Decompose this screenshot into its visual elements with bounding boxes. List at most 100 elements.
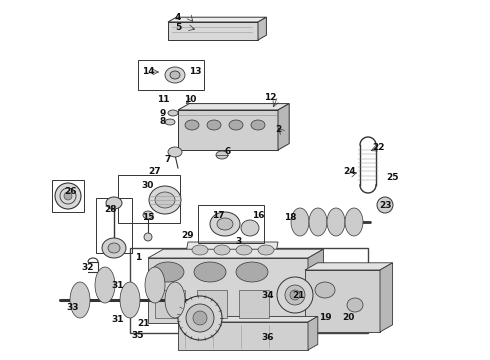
- Ellipse shape: [186, 304, 214, 332]
- Ellipse shape: [345, 208, 363, 236]
- Text: 15: 15: [142, 213, 154, 222]
- Text: 23: 23: [379, 201, 391, 210]
- Text: 21: 21: [137, 319, 149, 328]
- Polygon shape: [148, 249, 323, 258]
- Text: 9: 9: [160, 108, 166, 117]
- Text: 27: 27: [148, 167, 161, 176]
- Ellipse shape: [120, 282, 140, 318]
- Ellipse shape: [165, 282, 185, 318]
- Text: 10: 10: [184, 95, 196, 104]
- Text: 24: 24: [343, 167, 356, 176]
- Ellipse shape: [102, 238, 126, 258]
- Text: 4: 4: [175, 13, 181, 22]
- Ellipse shape: [178, 296, 222, 340]
- Ellipse shape: [55, 183, 81, 209]
- Text: 30: 30: [142, 180, 154, 189]
- Text: 29: 29: [182, 230, 195, 239]
- Ellipse shape: [165, 119, 175, 125]
- Polygon shape: [380, 263, 392, 332]
- Text: 8: 8: [160, 117, 166, 126]
- Polygon shape: [258, 17, 267, 40]
- Text: 16: 16: [252, 211, 264, 220]
- Text: 5: 5: [175, 23, 181, 32]
- Polygon shape: [305, 263, 392, 270]
- Text: 3: 3: [235, 238, 241, 247]
- Text: 22: 22: [372, 144, 384, 153]
- Text: 6: 6: [225, 148, 231, 157]
- Text: 1: 1: [135, 253, 141, 262]
- Text: 17: 17: [212, 211, 224, 220]
- Bar: [118, 175, 180, 223]
- Text: 33: 33: [67, 303, 79, 312]
- Polygon shape: [178, 104, 289, 110]
- Ellipse shape: [70, 282, 90, 318]
- Bar: [239, 290, 269, 318]
- Polygon shape: [178, 322, 308, 350]
- Ellipse shape: [144, 233, 152, 241]
- Ellipse shape: [155, 192, 175, 208]
- Polygon shape: [305, 270, 380, 332]
- Bar: [198, 205, 264, 243]
- Ellipse shape: [210, 212, 240, 236]
- Ellipse shape: [207, 120, 221, 130]
- Ellipse shape: [236, 245, 252, 255]
- Ellipse shape: [258, 245, 274, 255]
- Text: 19: 19: [318, 314, 331, 323]
- Ellipse shape: [217, 218, 233, 230]
- Polygon shape: [148, 258, 308, 323]
- Text: 20: 20: [342, 314, 354, 323]
- Text: 11: 11: [157, 95, 169, 104]
- Text: 31: 31: [112, 315, 124, 324]
- Polygon shape: [308, 249, 323, 323]
- Text: 36: 36: [262, 333, 274, 342]
- Ellipse shape: [194, 262, 226, 282]
- Ellipse shape: [170, 71, 180, 79]
- Text: 13: 13: [189, 68, 201, 77]
- Ellipse shape: [251, 120, 265, 130]
- Bar: [197, 290, 227, 318]
- Text: 2: 2: [275, 126, 281, 135]
- Ellipse shape: [168, 147, 182, 157]
- Text: 26: 26: [64, 188, 76, 197]
- Ellipse shape: [149, 186, 181, 214]
- Text: 25: 25: [386, 174, 398, 183]
- Text: 21: 21: [292, 291, 304, 300]
- Ellipse shape: [285, 285, 305, 305]
- Text: 34: 34: [262, 291, 274, 300]
- Polygon shape: [168, 22, 258, 40]
- Ellipse shape: [290, 290, 300, 300]
- Ellipse shape: [377, 197, 393, 213]
- Bar: [155, 290, 185, 318]
- Ellipse shape: [143, 211, 153, 219]
- Ellipse shape: [193, 311, 207, 325]
- Text: 35: 35: [132, 330, 144, 339]
- Text: 28: 28: [104, 206, 116, 215]
- Text: 14: 14: [142, 68, 154, 77]
- Ellipse shape: [145, 267, 165, 303]
- Ellipse shape: [192, 245, 208, 255]
- Text: 18: 18: [284, 213, 296, 222]
- Bar: [96, 198, 132, 253]
- Ellipse shape: [236, 262, 268, 282]
- Polygon shape: [278, 104, 289, 150]
- Polygon shape: [168, 17, 267, 22]
- Bar: [138, 60, 204, 90]
- Ellipse shape: [106, 197, 122, 209]
- Ellipse shape: [185, 120, 199, 130]
- Ellipse shape: [309, 208, 327, 236]
- Ellipse shape: [216, 151, 228, 159]
- Polygon shape: [308, 316, 318, 350]
- Polygon shape: [185, 242, 278, 258]
- Ellipse shape: [108, 243, 120, 253]
- Ellipse shape: [168, 110, 178, 116]
- Ellipse shape: [64, 192, 72, 200]
- Ellipse shape: [165, 67, 185, 83]
- Ellipse shape: [347, 298, 363, 312]
- Polygon shape: [178, 110, 278, 150]
- Text: 31: 31: [112, 280, 124, 289]
- Ellipse shape: [315, 282, 335, 298]
- Text: 7: 7: [165, 156, 171, 165]
- Bar: [130, 248, 368, 333]
- Ellipse shape: [95, 267, 115, 303]
- Polygon shape: [178, 316, 318, 322]
